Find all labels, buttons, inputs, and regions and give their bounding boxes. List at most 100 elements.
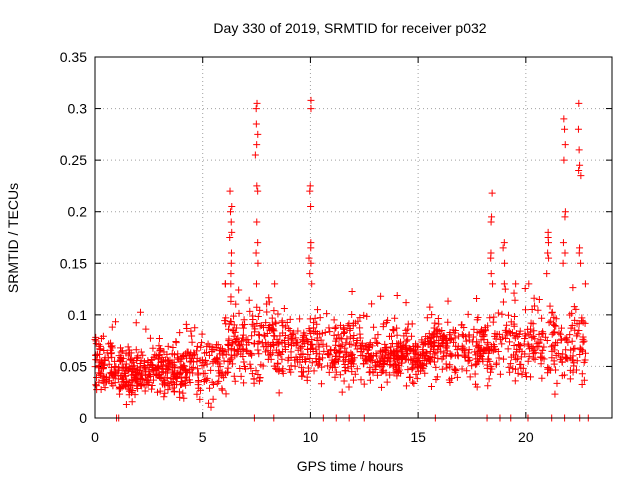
data-point bbox=[575, 249, 583, 257]
data-point bbox=[410, 358, 418, 366]
data-point bbox=[385, 332, 393, 340]
data-point bbox=[366, 376, 374, 384]
data-point bbox=[402, 337, 410, 345]
data-point bbox=[98, 377, 106, 385]
data-point bbox=[528, 343, 536, 351]
data-point bbox=[227, 318, 235, 326]
data-point bbox=[254, 346, 262, 354]
data-point bbox=[480, 332, 488, 340]
data-point bbox=[155, 342, 163, 350]
data-point bbox=[92, 333, 100, 341]
data-point bbox=[500, 355, 508, 363]
data-point bbox=[268, 326, 276, 334]
data-point bbox=[464, 356, 472, 364]
data-point bbox=[349, 334, 357, 342]
data-point bbox=[225, 325, 233, 333]
data-point bbox=[146, 334, 154, 342]
data-point bbox=[253, 141, 261, 149]
data-point bbox=[246, 360, 254, 368]
data-point bbox=[281, 323, 289, 331]
data-point bbox=[518, 348, 526, 356]
data-point bbox=[321, 329, 329, 337]
data-point bbox=[161, 389, 169, 397]
data-point bbox=[283, 319, 291, 327]
data-point bbox=[506, 338, 514, 346]
data-point bbox=[538, 374, 546, 382]
data-point bbox=[117, 372, 125, 380]
data-point bbox=[338, 341, 346, 349]
data-point bbox=[255, 331, 263, 339]
data-point bbox=[241, 363, 249, 371]
data-point bbox=[392, 362, 400, 370]
data-point bbox=[232, 300, 240, 308]
data-point bbox=[225, 337, 233, 345]
data-point bbox=[163, 350, 171, 358]
data-point bbox=[98, 358, 106, 366]
data-point bbox=[425, 356, 433, 364]
data-point bbox=[349, 376, 357, 384]
data-point bbox=[496, 370, 504, 378]
data-point bbox=[558, 358, 566, 366]
data-point bbox=[560, 156, 568, 164]
data-point bbox=[263, 300, 271, 308]
data-point bbox=[561, 213, 569, 221]
data-point bbox=[387, 343, 395, 351]
data-point bbox=[221, 317, 229, 325]
data-point bbox=[577, 259, 585, 267]
data-point bbox=[320, 347, 328, 355]
data-point bbox=[136, 308, 144, 316]
data-point bbox=[149, 344, 157, 352]
data-point bbox=[511, 351, 519, 359]
data-point bbox=[205, 351, 213, 359]
data-point bbox=[147, 372, 155, 380]
data-point bbox=[510, 332, 518, 340]
data-point bbox=[383, 344, 391, 352]
data-point bbox=[499, 244, 507, 252]
data-point bbox=[232, 336, 240, 344]
data-point bbox=[253, 99, 261, 107]
data-point bbox=[323, 310, 331, 318]
data-point bbox=[155, 335, 163, 343]
data-point bbox=[368, 357, 376, 365]
data-point bbox=[412, 370, 420, 378]
data-point bbox=[446, 350, 454, 358]
data-point bbox=[336, 371, 344, 379]
data-point bbox=[521, 284, 529, 292]
data-point bbox=[226, 234, 234, 241]
data-point bbox=[432, 363, 440, 371]
data-point bbox=[446, 334, 454, 342]
data-point bbox=[336, 334, 344, 342]
data-point bbox=[141, 387, 149, 395]
data-point bbox=[179, 389, 187, 397]
data-point bbox=[340, 377, 348, 385]
data-point bbox=[546, 302, 554, 310]
data-point bbox=[307, 203, 315, 211]
data-point bbox=[194, 371, 202, 379]
data-point bbox=[409, 378, 417, 386]
data-point bbox=[438, 355, 446, 363]
data-point bbox=[108, 323, 116, 331]
data-point bbox=[552, 322, 560, 330]
data-point bbox=[278, 317, 286, 325]
data-point bbox=[530, 294, 538, 302]
data-point bbox=[176, 393, 184, 401]
data-point bbox=[107, 339, 115, 347]
data-point bbox=[572, 305, 580, 313]
data-point bbox=[577, 345, 585, 353]
data-point bbox=[314, 306, 322, 314]
data-point bbox=[236, 365, 244, 373]
data-point bbox=[360, 380, 368, 388]
data-point bbox=[315, 360, 323, 368]
data-point bbox=[95, 364, 103, 372]
data-point bbox=[331, 358, 339, 366]
data-point bbox=[145, 371, 153, 379]
data-point bbox=[206, 342, 214, 350]
data-point bbox=[219, 351, 227, 359]
data-point bbox=[397, 354, 405, 362]
data-point bbox=[239, 324, 247, 332]
data-point bbox=[228, 203, 236, 211]
data-point bbox=[341, 367, 349, 375]
data-point bbox=[118, 358, 126, 366]
data-point bbox=[176, 329, 184, 337]
data-point bbox=[306, 187, 314, 195]
